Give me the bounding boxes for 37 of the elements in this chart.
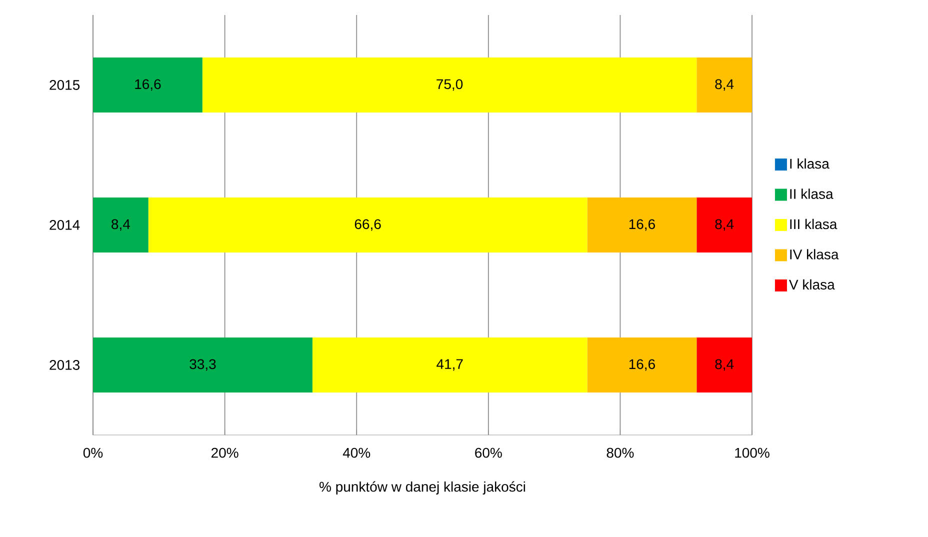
x-tick-label: 40% <box>342 448 370 458</box>
data-label: 8,4 <box>715 359 734 371</box>
legend-label: IV klasa <box>790 249 839 260</box>
bar <box>587 337 697 392</box>
legend-label: I klasa <box>790 158 830 169</box>
y-tick-label: 2014 <box>50 220 80 230</box>
x-tick-label: 60% <box>475 448 502 458</box>
bar <box>696 337 752 392</box>
data-label: 41,7 <box>436 359 463 371</box>
data-label: 8,4 <box>112 219 130 231</box>
data-label: 16,6 <box>135 79 161 91</box>
bar <box>93 197 148 252</box>
data-label: 75,0 <box>436 79 463 91</box>
legend-label: V klasa <box>789 279 835 290</box>
data-label: 66,6 <box>354 219 381 231</box>
data-label: 8,4 <box>715 79 734 91</box>
bar <box>587 197 697 252</box>
bar <box>93 57 202 112</box>
bar <box>696 57 752 112</box>
y-tick-label: 2015 <box>50 80 80 90</box>
legend-label: II klasa <box>790 188 834 199</box>
y-tick-label: 2013 <box>50 360 80 370</box>
data-label: 33,3 <box>190 359 216 371</box>
bar <box>312 337 588 392</box>
bar <box>93 337 312 392</box>
x-tick-label: 80% <box>606 448 634 458</box>
x-tick-label: 100% <box>735 448 770 458</box>
data-label: 8,4 <box>715 219 734 231</box>
bar <box>696 197 752 252</box>
legend-label: III klasa <box>790 218 838 230</box>
x-tick-label: 0% <box>83 448 103 458</box>
data-label: 16,6 <box>629 219 655 231</box>
bar <box>202 57 697 112</box>
x-axis-title: % punktów w danej klasie jakości <box>320 481 526 495</box>
data-label: 16,6 <box>629 359 655 371</box>
bar <box>148 197 588 252</box>
x-tick-label: 20% <box>212 448 238 458</box>
